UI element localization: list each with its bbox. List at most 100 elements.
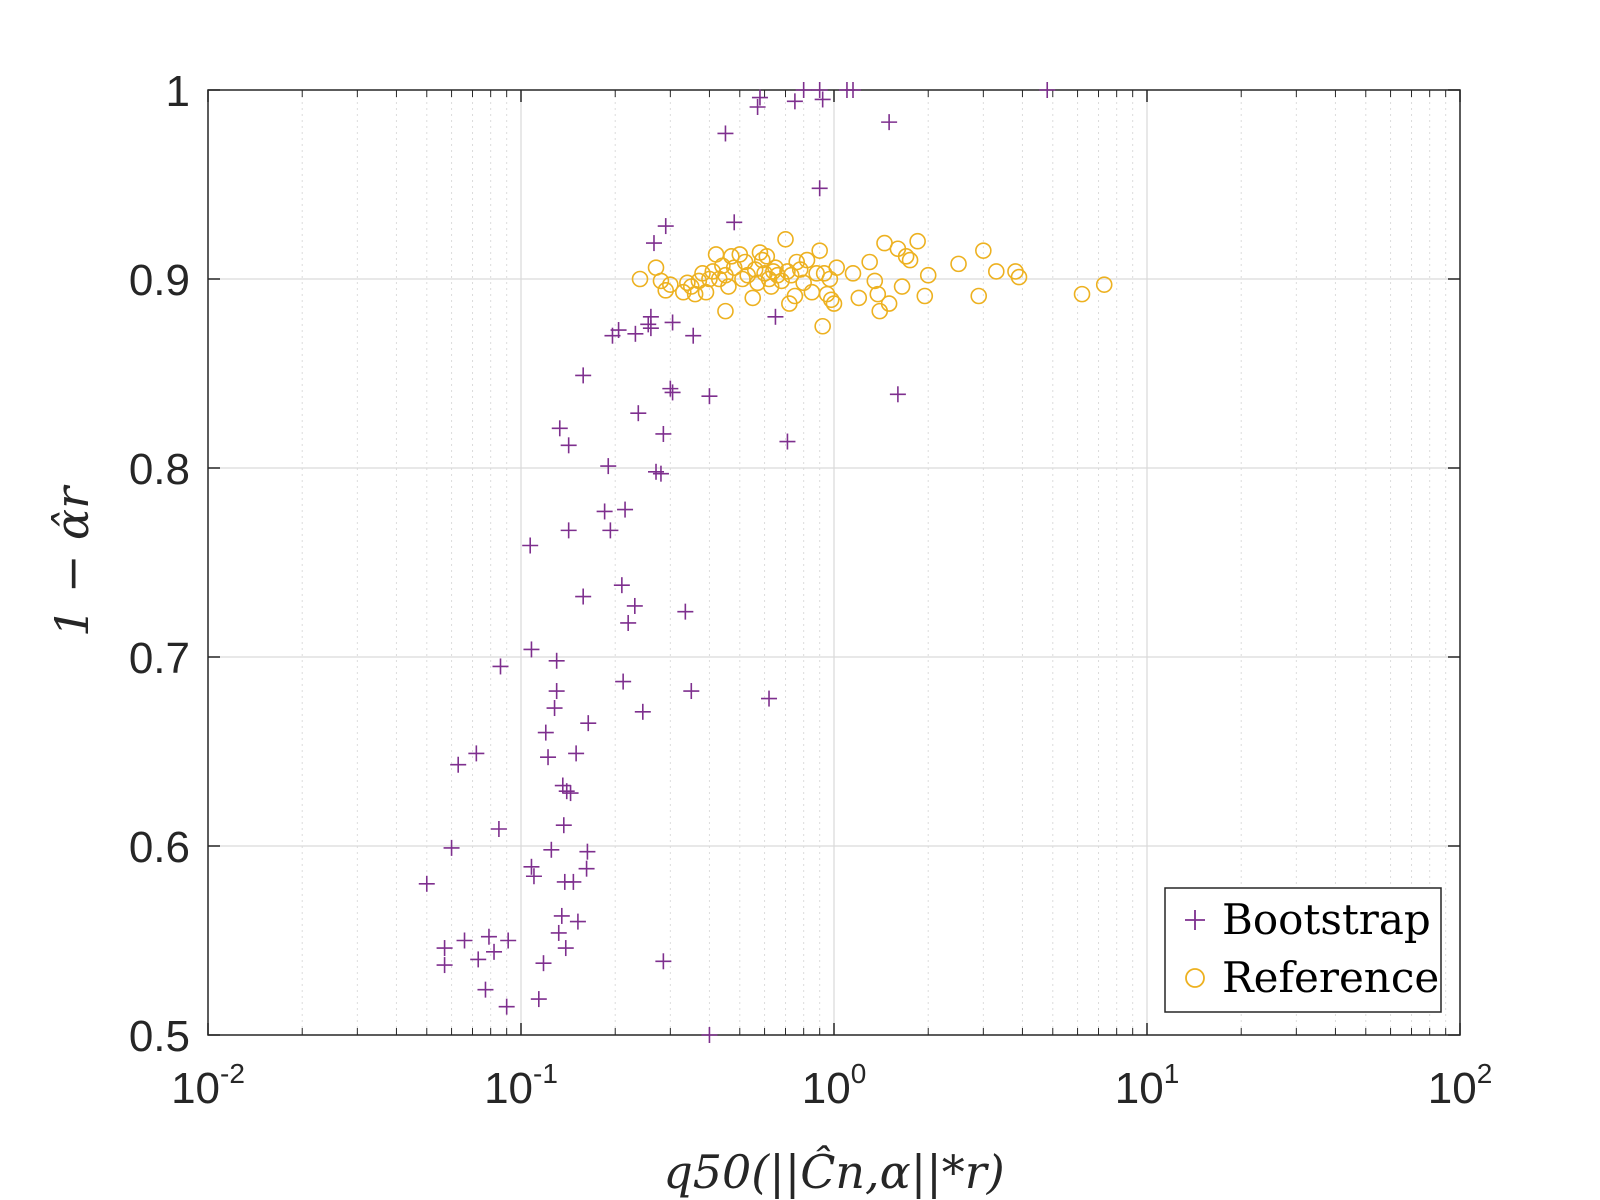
bootstrap-point xyxy=(575,367,592,384)
reference-point xyxy=(631,270,649,288)
reference-point xyxy=(657,282,675,299)
legend-label-reference: Reference xyxy=(1222,953,1439,1002)
reference-point xyxy=(798,251,816,269)
bootstrap-point xyxy=(535,955,552,972)
bootstrap-point xyxy=(795,82,812,98)
reference-point xyxy=(869,285,887,303)
bootstrap-point xyxy=(477,981,494,998)
bootstrap-point xyxy=(779,433,796,450)
reference-point xyxy=(777,231,794,248)
reference-point xyxy=(919,266,937,284)
bootstrap-point xyxy=(634,703,651,720)
bootstrap-point xyxy=(523,858,540,875)
bootstrap-point xyxy=(761,690,778,707)
reference-point xyxy=(901,251,919,269)
bootstrap-point xyxy=(456,932,473,949)
bootstrap-point xyxy=(537,724,554,741)
bootstrap-point xyxy=(557,940,574,957)
reference-point xyxy=(753,251,771,269)
bootstrap-point xyxy=(498,998,515,1015)
bootstrap-point xyxy=(811,180,828,197)
x-tick-label: 10-2 xyxy=(171,1058,245,1113)
bootstrap-point xyxy=(652,465,669,482)
x-axis-label: q50(||Ĉn,α||*r) xyxy=(663,1144,1004,1199)
bootstrap-point xyxy=(530,991,547,1008)
bootstrap-point xyxy=(640,316,657,333)
bootstrap-point xyxy=(579,843,596,860)
legend-marker-bootstrap xyxy=(1185,910,1205,930)
bootstrap-point xyxy=(701,1027,718,1043)
reference-point xyxy=(795,274,812,292)
bootstrap-point xyxy=(575,588,592,605)
reference-point xyxy=(1095,276,1113,293)
reference-point xyxy=(717,302,734,320)
reference-point xyxy=(822,291,840,309)
bootstrap-point xyxy=(655,953,672,970)
tick-labels: 10-2 10-1 100 101 102 0.5 0.6 0.7 0.8 0.9 1 xyxy=(129,67,1492,1113)
legend-box xyxy=(1164,887,1442,1013)
reference-point xyxy=(1073,285,1091,303)
bootstrap-point xyxy=(642,320,659,337)
bootstrap-point xyxy=(468,745,485,762)
legend: Bootstrap Reference xyxy=(1164,887,1442,1013)
reference-point xyxy=(786,287,804,305)
bootstrap-point xyxy=(436,940,453,957)
reference-point xyxy=(844,265,862,282)
reference-point xyxy=(1010,268,1028,286)
bootstrap-point xyxy=(500,932,517,949)
bootstrap-point xyxy=(560,522,577,539)
bootstrap-point xyxy=(600,458,617,475)
bootstrap-point xyxy=(685,327,702,344)
reference-point xyxy=(788,253,805,271)
y-tick-label: 0.7 xyxy=(129,634,190,683)
bootstrap-point xyxy=(565,873,582,890)
bootstrap-point xyxy=(1039,82,1056,98)
y-axis-label: 1 − α̂r xyxy=(45,484,99,637)
bootstrap-point xyxy=(610,322,627,339)
reference-point xyxy=(779,263,796,280)
bootstrap-point xyxy=(486,943,503,960)
bootstrap-point xyxy=(443,839,460,856)
reference-point xyxy=(714,257,731,275)
bootstrap-point xyxy=(881,114,898,131)
bootstrap-point xyxy=(726,214,743,231)
bootstrap-point xyxy=(569,913,586,930)
bootstrap-point xyxy=(844,82,861,98)
reference-point xyxy=(769,266,786,284)
bootstrap-point xyxy=(683,683,700,700)
bootstrap-point xyxy=(811,82,828,98)
bootstrap-point xyxy=(655,425,672,442)
reference-point xyxy=(773,272,790,290)
bootstrap-point xyxy=(617,501,634,518)
bootstrap-point xyxy=(626,597,643,614)
reference-point xyxy=(814,317,831,335)
bootstrap-point xyxy=(664,314,681,331)
bootstrap-point xyxy=(480,928,497,945)
bootstrap-point xyxy=(717,125,734,142)
bootstrap-point xyxy=(548,683,565,700)
reference-point xyxy=(765,263,782,280)
reference-point xyxy=(723,248,740,265)
reference-point xyxy=(758,248,776,265)
bootstrap-point xyxy=(627,325,644,342)
reference-point xyxy=(950,255,967,273)
reference-point xyxy=(987,263,1005,280)
bootstrap-point xyxy=(749,99,766,116)
reference-point xyxy=(850,289,868,307)
reference-point xyxy=(767,259,784,276)
y-tick-label: 0.6 xyxy=(129,823,190,872)
reference-point xyxy=(880,295,898,312)
reference-point xyxy=(861,253,878,271)
reference-point xyxy=(897,248,915,265)
bootstrap-point xyxy=(562,785,579,802)
y-tick-label: 1 xyxy=(166,67,190,116)
bootstrap-point xyxy=(560,437,577,454)
bootstrap-point xyxy=(578,860,595,877)
bootstrap-point xyxy=(751,89,768,106)
bootstrap-point xyxy=(555,817,572,834)
reference-point xyxy=(652,272,670,290)
bootstrap-point xyxy=(470,951,487,968)
bootstrap-point xyxy=(767,308,784,325)
x-tick-label: 101 xyxy=(1115,1058,1180,1113)
